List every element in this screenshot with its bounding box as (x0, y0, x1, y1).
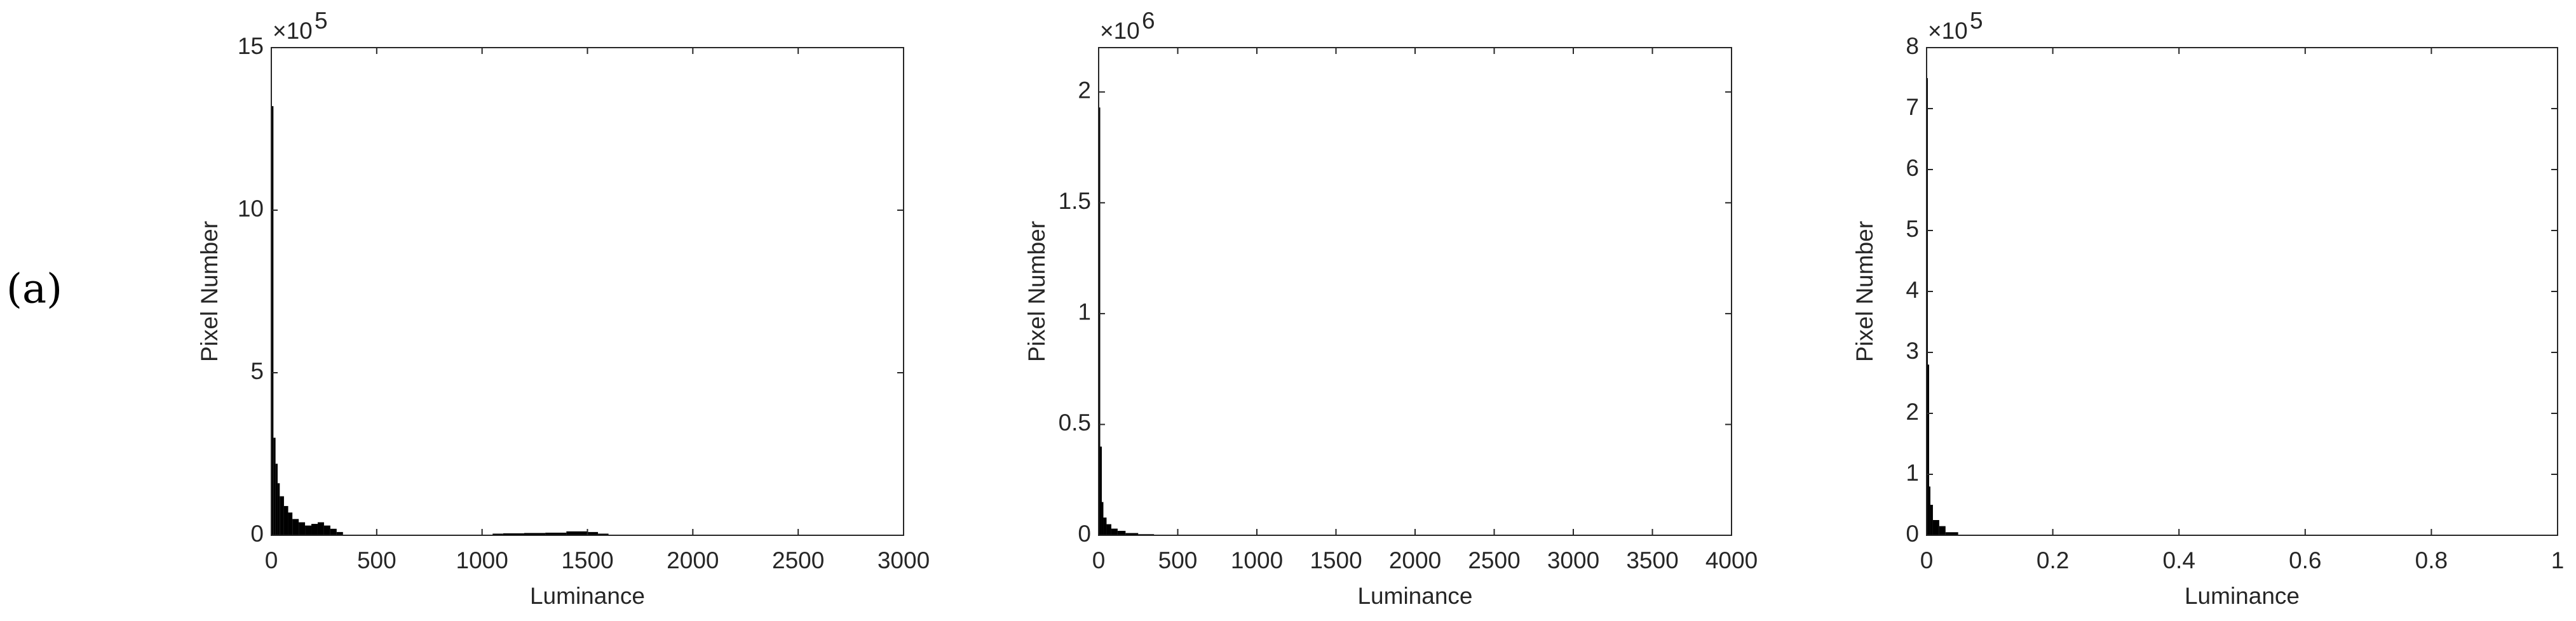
y-tick-label: 10 (238, 196, 264, 222)
bar (330, 528, 337, 535)
x-tick-label: 2000 (1389, 547, 1441, 573)
x-tick-label: 2000 (667, 547, 719, 573)
y-exponent: 5 (1970, 8, 1983, 34)
y-tick-label: 1 (1906, 460, 1919, 486)
axes-box (1098, 47, 1732, 536)
bar (1929, 486, 1930, 535)
y-multiplier: ×10 (1100, 18, 1140, 44)
y-tick-label: 0.5 (1059, 410, 1091, 436)
x-axis-label: Luminance (1357, 583, 1472, 609)
bar (336, 531, 343, 535)
axes-box (271, 47, 904, 536)
y-multiplier: ×10 (1928, 18, 1968, 44)
y-axis-label: Pixel Number (196, 221, 222, 362)
x-tick-label: 3000 (1547, 547, 1599, 573)
x-tick-label: 0.2 (2037, 547, 2069, 573)
bar (1939, 526, 1946, 535)
y-tick-label: 8 (1906, 33, 1919, 59)
bar (305, 525, 312, 535)
x-tick-label: 0 (1920, 547, 1934, 573)
bar (1106, 524, 1111, 535)
bar (311, 524, 318, 535)
panel-label: (a) (6, 266, 62, 313)
bar (1945, 532, 1958, 535)
x-tick-label: 1000 (1231, 547, 1283, 573)
x-tick-label: 2500 (1468, 547, 1520, 573)
x-tick-label: 3500 (1626, 547, 1678, 573)
bar (271, 106, 274, 535)
bar (273, 437, 276, 535)
x-tick-label: 4000 (1705, 547, 1758, 573)
bar (323, 525, 330, 535)
y-tick-label: 1.5 (1059, 188, 1091, 214)
x-tick-label: 3000 (878, 547, 930, 573)
x-tick-label: 0 (265, 547, 278, 573)
y-axis-label: Pixel Number (1024, 221, 1050, 362)
bar (492, 533, 503, 535)
y-tick-label: 1 (1078, 299, 1091, 325)
x-tick-label: 1 (2551, 547, 2565, 573)
bar (1101, 502, 1104, 535)
bar (299, 522, 306, 535)
bar (1930, 505, 1933, 535)
bar (275, 464, 278, 535)
bar (1103, 518, 1107, 535)
axes-box (1926, 47, 2558, 536)
bar (292, 519, 299, 535)
y-exponent: 5 (315, 8, 328, 34)
x-tick-label: 500 (1158, 547, 1198, 573)
bar (1125, 533, 1139, 535)
bar (503, 533, 524, 535)
bar (280, 496, 284, 535)
y-axis-label: Pixel Number (1852, 221, 1878, 362)
y-tick-label: 5 (250, 358, 264, 384)
y-tick-label: 0 (1906, 521, 1919, 547)
y-tick-label: 0 (250, 521, 264, 547)
y-tick-label: 6 (1906, 155, 1919, 181)
bar (1927, 364, 1929, 535)
x-axis-label: Luminance (530, 583, 645, 609)
y-tick-label: 15 (238, 33, 264, 59)
y-tick-label: 7 (1906, 94, 1919, 120)
x-axis-label: Luminance (2185, 583, 2300, 609)
x-tick-label: 1000 (456, 547, 508, 573)
x-tick-label: 0 (1092, 547, 1106, 573)
x-tick-label: 0.8 (2415, 547, 2448, 573)
y-multiplier: ×10 (273, 18, 313, 44)
bar (587, 531, 599, 535)
bar (566, 531, 588, 535)
bar (317, 522, 324, 535)
x-tick-label: 500 (357, 547, 397, 573)
y-tick-label: 4 (1906, 277, 1919, 303)
y-tick-label: 0 (1078, 521, 1091, 547)
x-tick-label: 0.4 (2162, 547, 2195, 573)
y-tick-label: 5 (1906, 216, 1919, 242)
bar (1100, 446, 1102, 535)
bar (598, 533, 609, 535)
y-tick-label: 3 (1906, 338, 1919, 364)
bar (1932, 520, 1939, 535)
y-tick-label: 2 (1906, 399, 1919, 425)
bar (524, 533, 546, 535)
x-tick-label: 2500 (772, 547, 824, 573)
bar (1099, 107, 1101, 536)
x-tick-label: 1500 (561, 547, 613, 573)
x-tick-label: 1500 (1310, 547, 1362, 573)
x-tick-label: 0.6 (2289, 547, 2321, 573)
bar (545, 532, 567, 535)
bar (283, 505, 288, 535)
bar (288, 512, 293, 535)
bar (1111, 528, 1118, 535)
bar (277, 483, 280, 535)
bar (1117, 531, 1126, 535)
y-tick-label: 2 (1078, 77, 1091, 104)
y-exponent: 6 (1142, 8, 1155, 34)
